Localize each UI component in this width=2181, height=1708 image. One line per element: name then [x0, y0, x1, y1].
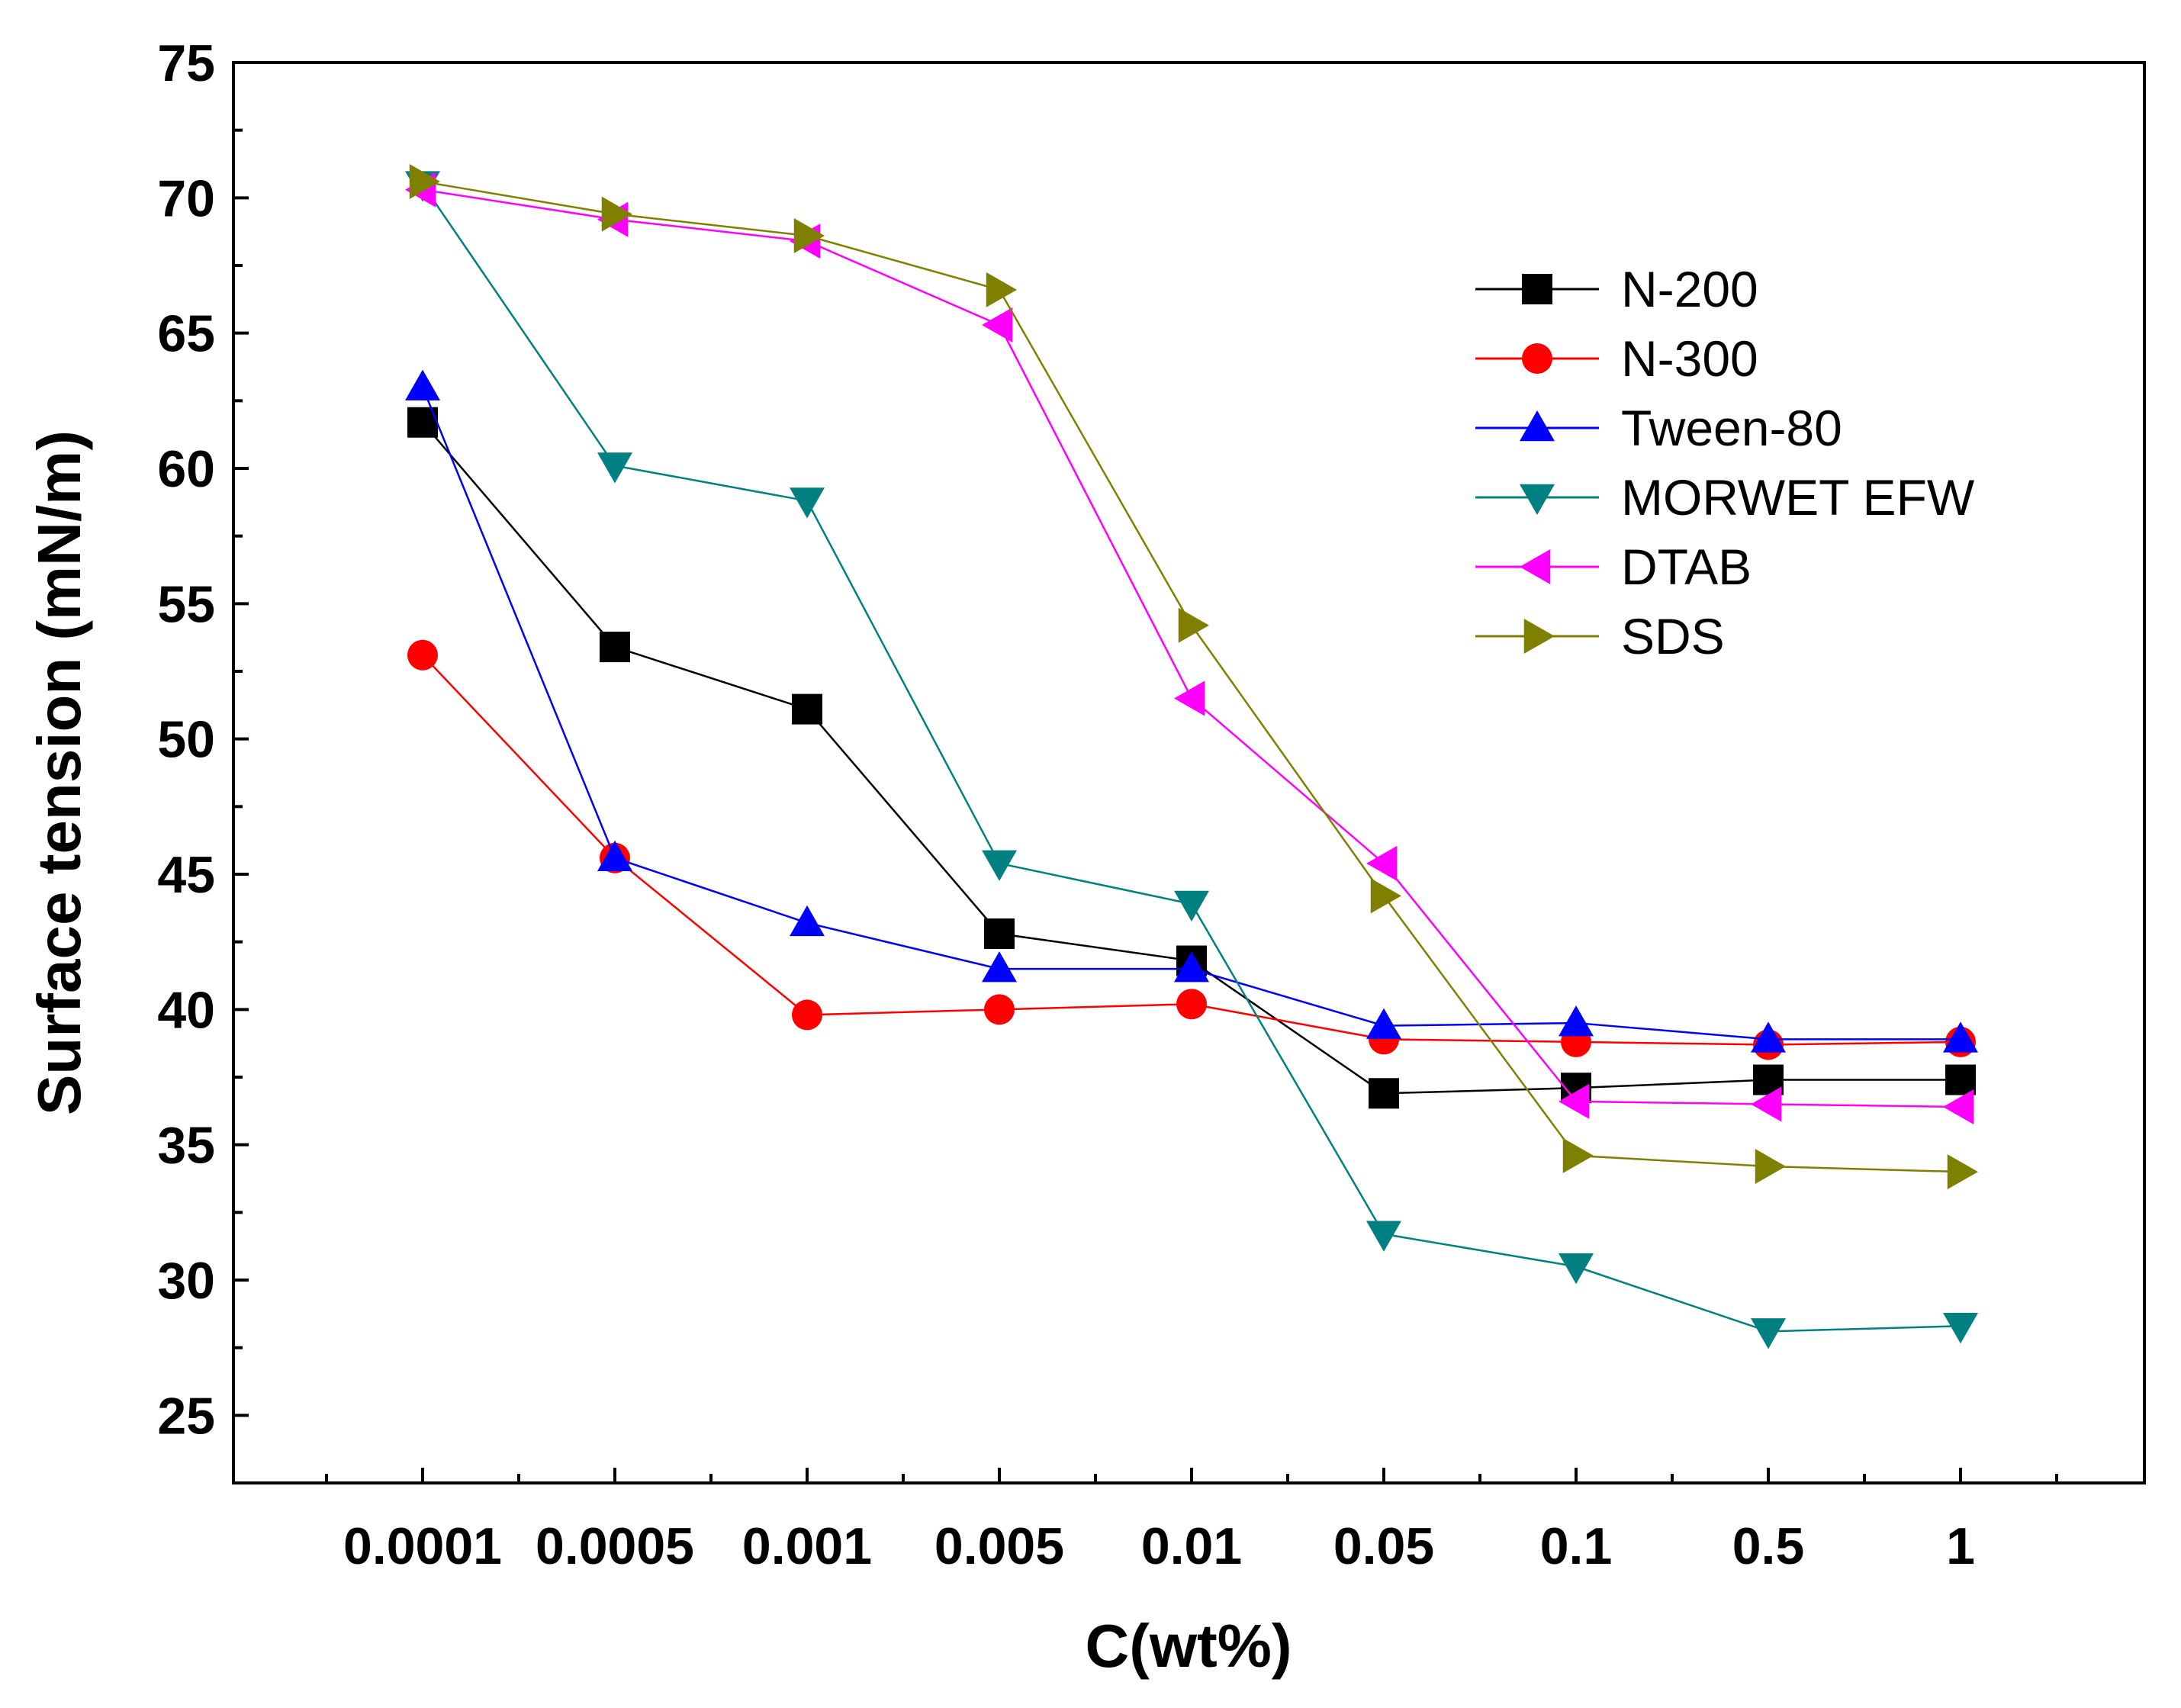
- y-tick-label: 60: [157, 440, 215, 498]
- legend-label: DTAB: [1621, 539, 1752, 595]
- marker-triangle-up: [982, 951, 1017, 983]
- x-tick-label: 0.001: [742, 1517, 872, 1575]
- marker-triangle-left: [1174, 680, 1205, 716]
- marker-triangle-up: [1366, 1008, 1401, 1039]
- series-sds: [409, 164, 1978, 1190]
- marker-triangle-left: [982, 307, 1013, 343]
- legend-entry: N-300: [1475, 330, 1758, 387]
- marker-triangle-right: [1178, 607, 1209, 643]
- legend-entry: N-200: [1475, 261, 1758, 317]
- marker-triangle-up: [1174, 951, 1209, 983]
- marker-square: [984, 918, 1015, 950]
- legend-label: N-300: [1621, 330, 1758, 387]
- y-tick-label: 75: [157, 34, 215, 92]
- axes: 25 30 35 40 45 50 55 60 65 70 75 0.0001 0.0005 0.001 0…: [157, 34, 2058, 1575]
- marker-square: [1945, 1064, 1976, 1095]
- marker-triangle-down: [1366, 1221, 1401, 1252]
- marker-triangle-down: [597, 452, 632, 484]
- y-tick-label: 30: [157, 1252, 215, 1310]
- series-layer: [405, 164, 1978, 1349]
- marker-circle: [792, 999, 822, 1031]
- x-axis-label: C(wt%): [1085, 1612, 1292, 1680]
- series-morwet-efw: [405, 171, 1978, 1349]
- marker-triangle-right: [1370, 878, 1401, 914]
- marker-circle: [1176, 989, 1207, 1020]
- marker-triangle-down: [1751, 1318, 1786, 1349]
- y-tick-label: 55: [157, 575, 215, 633]
- y-tick-label: 50: [157, 711, 215, 769]
- x-tick-label: 0.05: [1333, 1517, 1434, 1575]
- legend-label: N-200: [1621, 261, 1758, 317]
- marker-triangle-right: [793, 217, 825, 253]
- marker-triangle-up: [790, 905, 825, 937]
- plot-frame: [232, 61, 2146, 1484]
- marker-triangle-up: [1943, 1021, 1978, 1053]
- marker-triangle-left: [1943, 1089, 1974, 1125]
- marker-square: [1522, 274, 1552, 304]
- legend-entry: SDS: [1475, 608, 1725, 664]
- marker-triangle-down: [982, 850, 1017, 881]
- marker-triangle-right: [1947, 1154, 1978, 1190]
- legend: N-200 N-300 Tween-80 MORWET EFW DTAB SDS: [1475, 261, 1975, 664]
- legend-entry: Tween-80: [1475, 400, 1842, 456]
- marker-triangle-down: [1174, 890, 1209, 922]
- x-tick-label: 0.005: [934, 1517, 1064, 1575]
- marker-triangle-right: [1523, 619, 1555, 654]
- y-tick-label: 40: [157, 981, 215, 1039]
- legend-label: MORWET EFW: [1621, 469, 1975, 526]
- marker-circle: [984, 994, 1015, 1025]
- marker-triangle-up: [1520, 410, 1555, 442]
- marker-triangle-down: [1520, 484, 1555, 515]
- legend-entry: DTAB: [1475, 539, 1752, 595]
- legend-label: Tween-80: [1621, 400, 1842, 456]
- marker-triangle-left: [1559, 1083, 1590, 1119]
- marker-triangle-up: [1559, 1005, 1594, 1037]
- y-tick-label: 45: [157, 846, 215, 904]
- x-tick-label: 0.0001: [343, 1517, 502, 1575]
- marker-square: [792, 693, 822, 725]
- x-tick-label: 0.1: [1540, 1517, 1613, 1575]
- marker-triangle-left: [1520, 549, 1551, 584]
- marker-triangle-down: [790, 487, 825, 519]
- y-tick-label: 65: [157, 305, 215, 363]
- x-tick-label: 0.0005: [536, 1517, 694, 1575]
- marker-triangle-left: [1751, 1086, 1782, 1122]
- y-tick-label: 25: [157, 1387, 215, 1445]
- legend-label: SDS: [1621, 608, 1725, 664]
- marker-square: [1369, 1078, 1399, 1109]
- marker-triangle-down: [1559, 1253, 1594, 1285]
- marker-triangle-right: [986, 272, 1017, 307]
- marker-triangle-right: [409, 164, 440, 200]
- y-tick-label: 70: [157, 169, 215, 227]
- legend-entry: MORWET EFW: [1475, 469, 1975, 526]
- series-tween-80: [405, 369, 1978, 1053]
- marker-circle: [1522, 343, 1552, 374]
- x-tick-label: 1: [1946, 1517, 1975, 1575]
- x-tick-label: 0.01: [1141, 1517, 1242, 1575]
- marker-triangle-right: [1755, 1149, 1786, 1185]
- marker-triangle-up: [1751, 1021, 1786, 1053]
- marker-square: [600, 632, 630, 663]
- y-tick-label: 35: [157, 1117, 215, 1175]
- marker-triangle-down: [1943, 1313, 1978, 1344]
- marker-triangle-up: [597, 840, 632, 871]
- marker-circle: [407, 639, 438, 671]
- x-tick-label: 0.5: [1732, 1517, 1805, 1575]
- marker-triangle-up: [405, 369, 440, 400]
- marker-triangle-right: [1562, 1137, 1594, 1173]
- y-axis-label: Surface tension (mN/m): [25, 430, 93, 1115]
- marker-triangle-left: [1366, 845, 1398, 881]
- marker-triangle-right: [601, 196, 632, 232]
